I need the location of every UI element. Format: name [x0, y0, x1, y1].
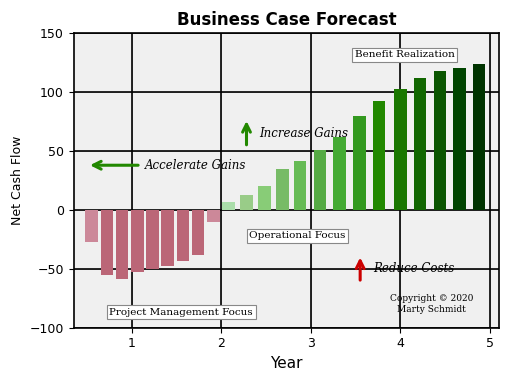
Bar	[433, 71, 445, 210]
Bar	[85, 210, 98, 242]
Bar	[146, 210, 158, 269]
Text: Operational Focus: Operational Focus	[249, 231, 345, 240]
X-axis label: Year: Year	[270, 356, 302, 371]
Bar	[258, 186, 270, 210]
Bar	[240, 195, 252, 210]
Bar	[333, 137, 345, 210]
Bar	[207, 210, 219, 222]
Bar	[453, 68, 465, 210]
Bar	[293, 160, 306, 210]
Text: Reduce Costs: Reduce Costs	[373, 262, 454, 275]
Bar	[313, 150, 326, 210]
Bar	[161, 210, 174, 266]
Text: Benefit Realization: Benefit Realization	[354, 50, 454, 59]
Bar	[176, 210, 189, 261]
Bar	[131, 210, 144, 272]
Bar	[372, 100, 384, 210]
Text: Accelerate Gains: Accelerate Gains	[145, 159, 246, 172]
Text: Project Management Focus: Project Management Focus	[109, 308, 252, 317]
Bar	[275, 169, 288, 210]
Text: Copyright © 2020
Marty Schmidt: Copyright © 2020 Marty Schmidt	[389, 295, 472, 314]
Bar	[191, 210, 204, 255]
Text: Increase Gains: Increase Gains	[259, 127, 347, 140]
Bar	[116, 210, 128, 279]
Bar	[393, 89, 406, 210]
Bar	[413, 78, 426, 210]
Bar	[352, 116, 365, 210]
Bar	[222, 202, 235, 210]
Y-axis label: Net Cash Flow: Net Cash Flow	[11, 136, 24, 225]
Bar	[100, 210, 113, 275]
Title: Business Case Forecast: Business Case Forecast	[176, 11, 395, 29]
Bar	[472, 64, 485, 210]
